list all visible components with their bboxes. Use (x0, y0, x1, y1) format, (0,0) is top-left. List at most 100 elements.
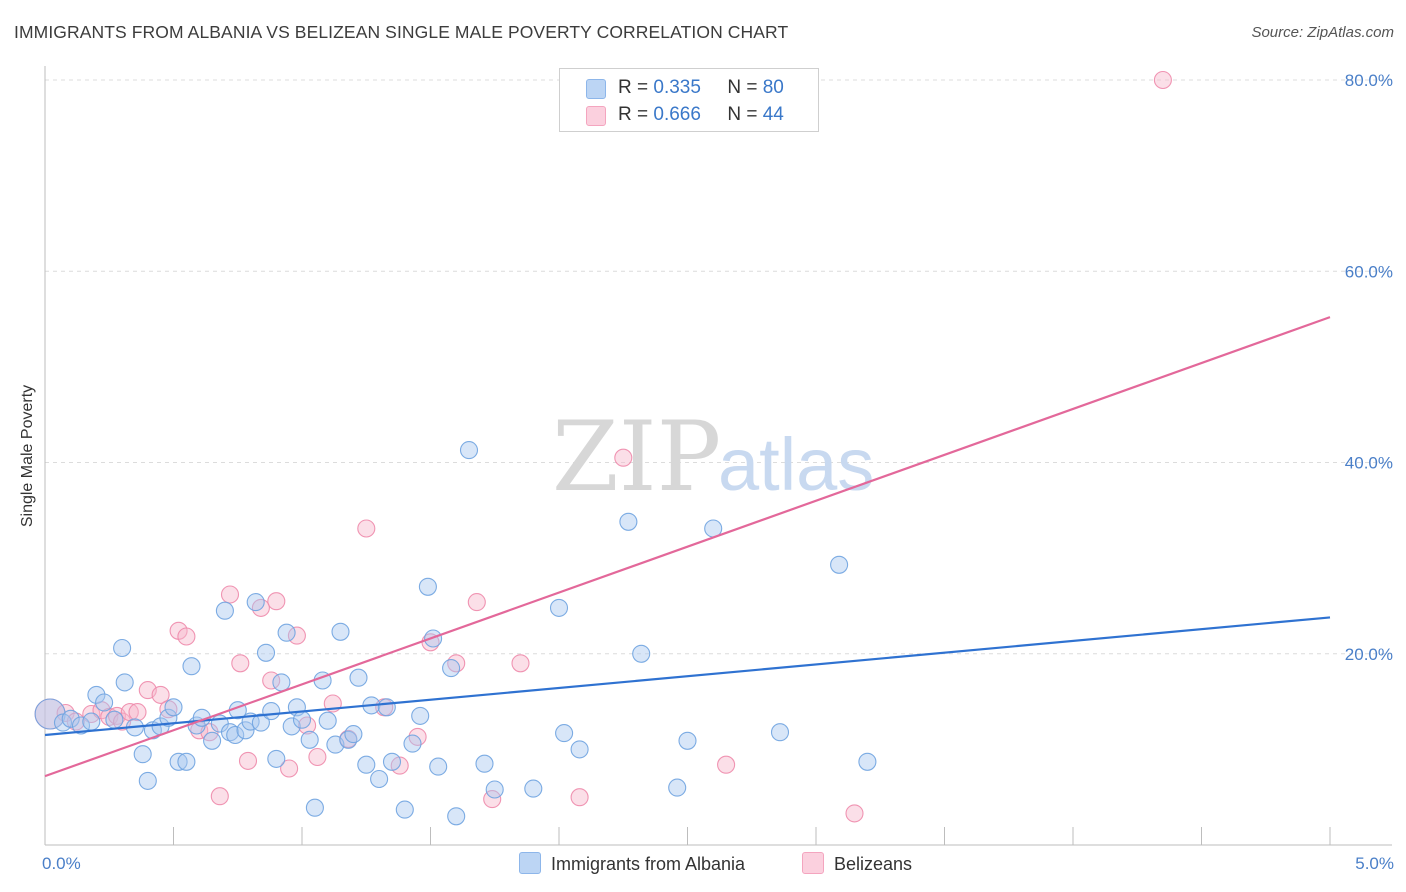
data-point (231, 654, 250, 673)
y-tick-label: 20.0% (1345, 645, 1393, 664)
data-point (203, 731, 222, 750)
data-point (845, 804, 864, 823)
data-point (570, 788, 589, 807)
data-point (418, 577, 437, 596)
bottom-legend-belizeans: Belizeans (802, 852, 912, 875)
watermark-zip: ZIP (552, 401, 721, 513)
data-point (87, 685, 106, 704)
data-point (619, 512, 638, 531)
data-point (370, 769, 389, 789)
watermark: ZIP atlas (552, 401, 874, 513)
data-point (287, 626, 306, 645)
data-point (830, 555, 849, 574)
data-point (262, 702, 281, 721)
data-point (331, 622, 350, 641)
legend-n-value: 80 (762, 77, 784, 98)
data-point (267, 749, 286, 768)
data-point (459, 441, 479, 460)
data-point (95, 693, 114, 712)
data-point (403, 734, 422, 753)
bottom-legend-label-albania: Immigrants from Albania (551, 854, 746, 874)
data-point (220, 585, 240, 604)
data-point (251, 598, 270, 617)
data-point (717, 755, 736, 774)
trend-line-albania (44, 616, 1331, 737)
data-point (256, 643, 276, 662)
data-point (61, 709, 80, 728)
data-point (411, 706, 430, 725)
data-point (447, 654, 466, 673)
data-point (475, 754, 494, 773)
bottom-legend-swatch-albania (519, 852, 541, 874)
data-point (159, 708, 178, 727)
data-point (226, 725, 245, 745)
data-point (251, 713, 270, 732)
chart-title: IMMIGRANTS FROM ALBANIA VS BELIZEAN SING… (14, 22, 789, 42)
data-point (82, 712, 101, 731)
watermark-atlas: atlas (718, 423, 874, 506)
bottom-legend-albania: Immigrants from Albania (519, 852, 745, 875)
data-point (357, 755, 376, 774)
series-immigrants-from-albania (34, 441, 877, 826)
data-point (115, 673, 134, 692)
data-point (177, 627, 196, 646)
data-point (113, 638, 132, 658)
bottom-legend-swatch-belizeans (802, 852, 824, 874)
data-point (308, 747, 327, 767)
data-point (614, 448, 633, 467)
data-point (318, 711, 337, 730)
data-point (169, 752, 188, 771)
legend-r-label: R = (618, 77, 649, 98)
data-point (357, 519, 376, 538)
data-point (220, 723, 240, 742)
data-point (215, 601, 234, 620)
data-point (1153, 70, 1172, 90)
legend-r-value: 0.666 (653, 104, 701, 125)
data-point (292, 710, 312, 729)
data-point (632, 644, 651, 663)
data-point (349, 668, 368, 687)
data-point (549, 598, 569, 617)
y-tick-label: 60.0% (1345, 262, 1393, 281)
legend-r-value: 0.335 (653, 77, 701, 98)
legend-n-value: 44 (762, 104, 784, 125)
data-point (210, 787, 229, 806)
legend: R = 0.335 N = 80 R = 0.666 N = 44 (559, 68, 819, 132)
data-point (429, 757, 448, 776)
data-point (339, 730, 358, 749)
data-point (298, 716, 317, 735)
data-point (524, 779, 543, 798)
data-point (447, 807, 466, 826)
legend-n-label: N = (727, 104, 758, 125)
legend-r-label: R = (618, 104, 649, 125)
source-label: Source: ZipAtlas.com (1251, 24, 1394, 41)
data-point (280, 759, 299, 778)
legend-swatch-belizeans (586, 106, 606, 126)
bottom-legend-label-belizeans: Belizeans (834, 854, 913, 874)
data-point (164, 698, 183, 717)
data-point (770, 723, 790, 742)
data-point (282, 717, 301, 736)
data-point (467, 593, 486, 612)
data-point (511, 654, 530, 673)
data-point (182, 657, 201, 676)
data-point (133, 745, 152, 764)
data-point (570, 740, 589, 759)
data-point (377, 698, 396, 717)
data-point (305, 798, 324, 817)
data-point (238, 751, 258, 770)
data-point (858, 752, 877, 771)
legend-swatch-albania (586, 79, 606, 99)
data-point (128, 703, 147, 722)
data-point (82, 704, 101, 724)
data-point (272, 673, 291, 692)
data-point (236, 721, 255, 740)
y-tick-label: 40.0% (1345, 454, 1393, 473)
tick-labels: 20.0% 40.0% 60.0% 80.0% 0.0% 5.0% (42, 71, 1394, 873)
data-point (151, 685, 170, 704)
data-point (267, 592, 286, 611)
axes (44, 66, 1392, 846)
data-point (246, 593, 265, 612)
data-point (442, 659, 461, 678)
